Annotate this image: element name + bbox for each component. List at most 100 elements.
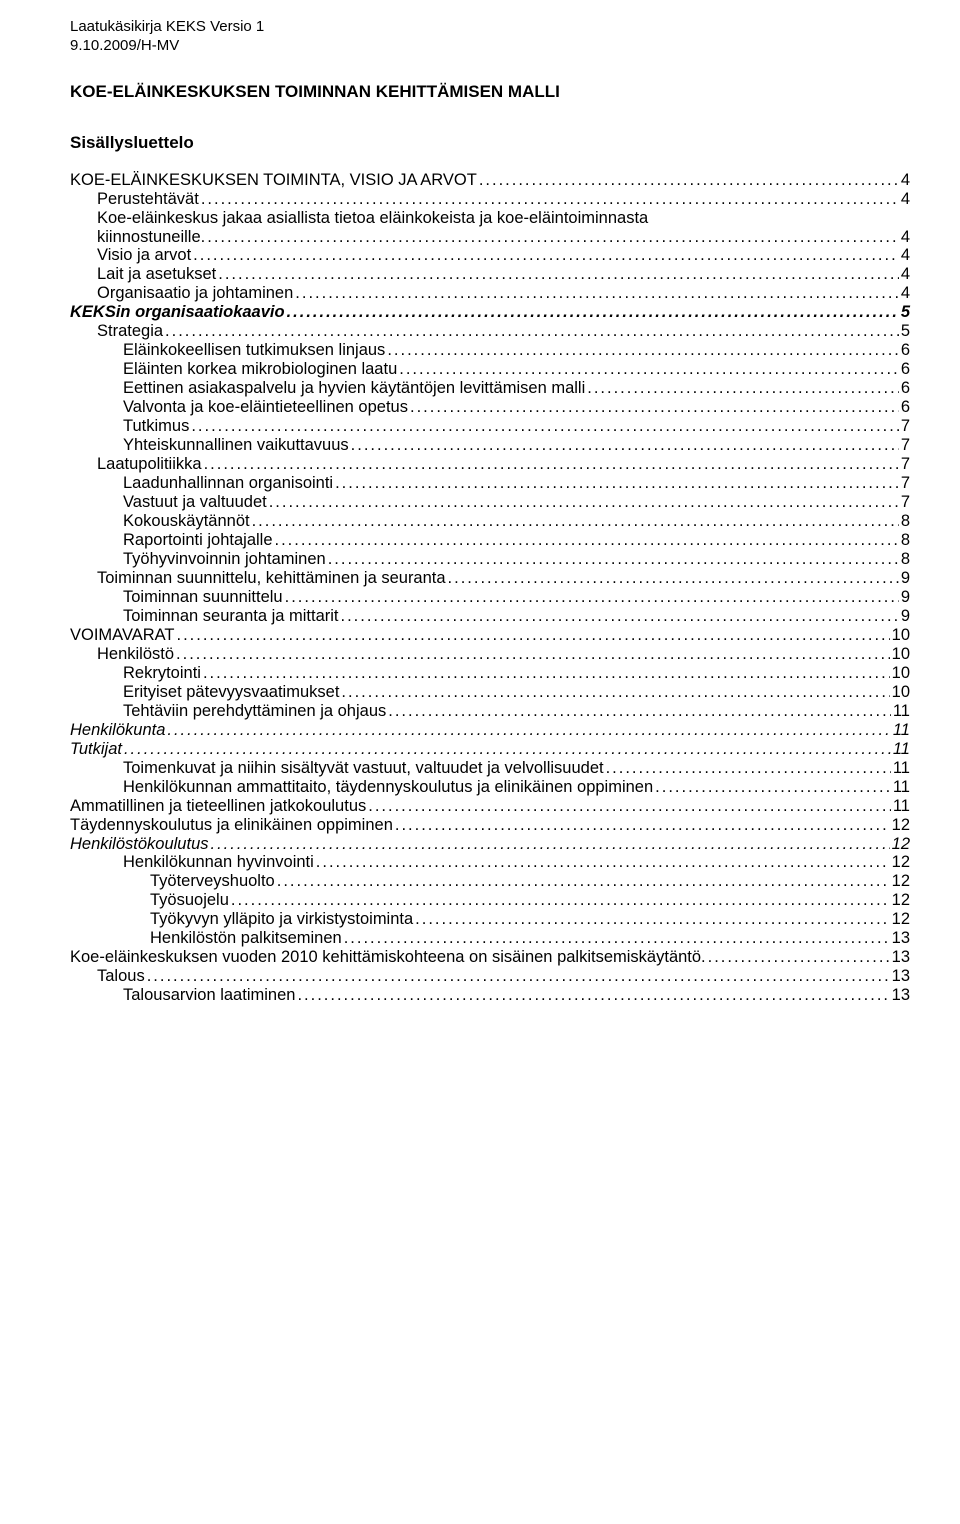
toc-entry: Eettinen asiakaspalvelu ja hyvien käytän… xyxy=(70,379,910,398)
toc-entry-label: Työterveyshuolto xyxy=(150,872,277,891)
toc-entry-page: 5 xyxy=(899,303,910,322)
toc-entry: Eläinkokeellisen tutkimuksen linjaus 6 xyxy=(70,341,910,360)
toc-dot-leader xyxy=(287,303,899,322)
toc-entry: Ammatillinen ja tieteellinen jatkokoulut… xyxy=(70,797,910,816)
toc-entry-label: Koe-eläinkeskus jakaa asiallista tietoa … xyxy=(97,209,910,228)
toc-dot-leader xyxy=(395,816,890,835)
toc-entry: Henkilöstön palkitseminen13 xyxy=(70,929,910,948)
toc-entry-page: 12 xyxy=(890,816,910,835)
toc-entry-label: Strategia xyxy=(97,322,165,341)
toc-entry-label: Toiminnan suunnittelu, kehittäminen ja s… xyxy=(97,569,448,588)
toc-entry: Perustehtävät4 xyxy=(70,190,910,209)
toc-entry: Toiminnan suunnittelu, kehittäminen ja s… xyxy=(70,569,910,588)
toc-entry: Valvonta ja koe-eläintieteellinen opetus… xyxy=(70,398,910,417)
toc-entry: Toimenkuvat ja niihin sisältyvät vastuut… xyxy=(70,759,910,778)
toc-entry-label: Kokouskäytännöt xyxy=(123,512,252,531)
toc-entry: Erityiset pätevyysvaatimukset10 xyxy=(70,683,910,702)
toc-entry: Tutkijat11 xyxy=(70,740,910,759)
toc-entry-page: 10 xyxy=(890,664,910,683)
toc-entry-page: 11 xyxy=(891,721,910,740)
toc-entry-page: 4 xyxy=(899,246,910,265)
toc-entry: Täydennyskoulutus ja elinikäinen oppimin… xyxy=(70,816,910,835)
toc-entry-label: KOE-ELÄINKESKUKSEN TOIMINTA, VISIO JA AR… xyxy=(70,171,479,190)
toc-entry: KEKSin organisaatiokaavio 5 xyxy=(70,303,910,322)
toc-entry: Toiminnan seuranta ja mittarit9 xyxy=(70,607,910,626)
toc-dot-leader xyxy=(341,683,889,702)
toc-entry-page: 7 xyxy=(899,436,910,455)
toc-dot-leader xyxy=(167,721,890,740)
toc-entry-label: Henkilöstön palkitseminen xyxy=(150,929,344,948)
toc-entry-label: Eläinkokeellisen tutkimuksen linjaus xyxy=(123,341,387,360)
toc-entry-page: 12 xyxy=(890,910,910,929)
toc-entry-page: 8 xyxy=(899,531,910,550)
toc-dot-leader xyxy=(368,797,891,816)
toc-entry-page: 6 xyxy=(899,398,910,417)
toc-dot-leader xyxy=(344,929,890,948)
toc-dot-leader xyxy=(269,493,899,512)
toc-entry: Eläinten korkea mikrobiologinen laatu6 xyxy=(70,360,910,379)
toc-entry-label: Työsuojelu xyxy=(150,891,231,910)
toc-entry: Toiminnan suunnittelu9 xyxy=(70,588,910,607)
toc-entry-label: Laatupolitiikka xyxy=(97,455,204,474)
toc-entry-label: Rekrytointi xyxy=(123,664,203,683)
toc-entry-page: 9 xyxy=(899,569,910,588)
toc-entry-page: 12 xyxy=(890,872,910,891)
toc-entry: Työterveyshuolto 12 xyxy=(70,872,910,891)
toc-entry-page: 7 xyxy=(899,455,910,474)
toc-entry-page: 11 xyxy=(891,778,910,797)
toc-entry-page: 11 xyxy=(891,797,910,816)
toc-dot-leader xyxy=(708,948,890,967)
header-line-2: 9.10.2009/H-MV xyxy=(70,37,910,56)
toc-entry-label: Koe-eläinkeskuksen vuoden 2010 kehittämi… xyxy=(70,948,708,967)
toc-entry: VOIMAVARAT10 xyxy=(70,626,910,645)
toc-entry-page: 7 xyxy=(899,417,910,436)
toc-entry: Kokouskäytännöt 8 xyxy=(70,512,910,531)
toc-entry: Talousarvion laatiminen13 xyxy=(70,986,910,1005)
toc-dot-leader xyxy=(587,379,899,398)
toc-entry: Raportointi johtajalle8 xyxy=(70,531,910,550)
toc-dot-leader xyxy=(285,588,899,607)
toc-entry-page: 6 xyxy=(899,341,910,360)
toc-entry-page: 10 xyxy=(890,683,910,702)
toc-dot-leader xyxy=(176,645,890,664)
toc-dot-leader xyxy=(193,246,899,265)
toc-dot-leader xyxy=(387,341,899,360)
toc-dot-leader xyxy=(204,455,899,474)
toc-entry: Visio ja arvot4 xyxy=(70,246,910,265)
toc-entry-page: 4 xyxy=(899,265,910,284)
toc-entry-page: 12 xyxy=(890,853,910,872)
toc-entry-label: KEKSin organisaatiokaavio xyxy=(70,303,287,322)
toc-dot-leader xyxy=(165,322,899,341)
toc-entry-page: 8 xyxy=(899,512,910,531)
toc-entry-label: Henkilökunnan ammattitaito, täydennyskou… xyxy=(123,778,655,797)
toc-entry: Tehtäviin perehdyttäminen ja ohjaus11 xyxy=(70,702,910,721)
toc-entry-label: Talousarvion laatiminen xyxy=(123,986,297,1005)
toc-dot-leader xyxy=(316,853,890,872)
toc-entry: Lait ja asetukset4 xyxy=(70,265,910,284)
toc-entry-page: 10 xyxy=(890,645,910,664)
toc-dot-leader xyxy=(479,171,899,190)
toc-entry-page: 13 xyxy=(890,948,910,967)
document-title: KOE-ELÄINKESKUKSEN TOIMINNAN KEHITTÄMISE… xyxy=(70,82,910,102)
toc-entry: Yhteiskunnallinen vaikuttavuus 7 xyxy=(70,436,910,455)
toc-entry: Henkilöstö 10 xyxy=(70,645,910,664)
toc-entry-page: 8 xyxy=(899,550,910,569)
toc-dot-leader xyxy=(297,986,889,1005)
toc-entry-page: 4 xyxy=(899,190,910,209)
toc-dot-leader xyxy=(328,550,899,569)
toc-dot-leader xyxy=(655,778,891,797)
toc-title: Sisällysluettelo xyxy=(70,133,910,153)
toc-entry: Laadunhallinnan organisointi7 xyxy=(70,474,910,493)
toc-dot-leader xyxy=(335,474,899,493)
toc-entry: Tutkimus7 xyxy=(70,417,910,436)
toc-entry-page: 12 xyxy=(890,835,910,854)
toc-dot-leader xyxy=(211,835,890,854)
toc-entry: Työsuojelu12 xyxy=(70,891,910,910)
toc-entry-label: Henkilöstö xyxy=(97,645,176,664)
toc-entry-label: Yhteiskunnallinen vaikuttavuus xyxy=(123,436,351,455)
toc-entry: Vastuut ja valtuudet7 xyxy=(70,493,910,512)
toc-dot-leader xyxy=(388,702,891,721)
toc-entry: Henkilöstökoulutus 12 xyxy=(70,835,910,854)
toc-dot-leader xyxy=(191,417,898,436)
toc-entry-label: Henkilöstökoulutus xyxy=(70,835,211,854)
